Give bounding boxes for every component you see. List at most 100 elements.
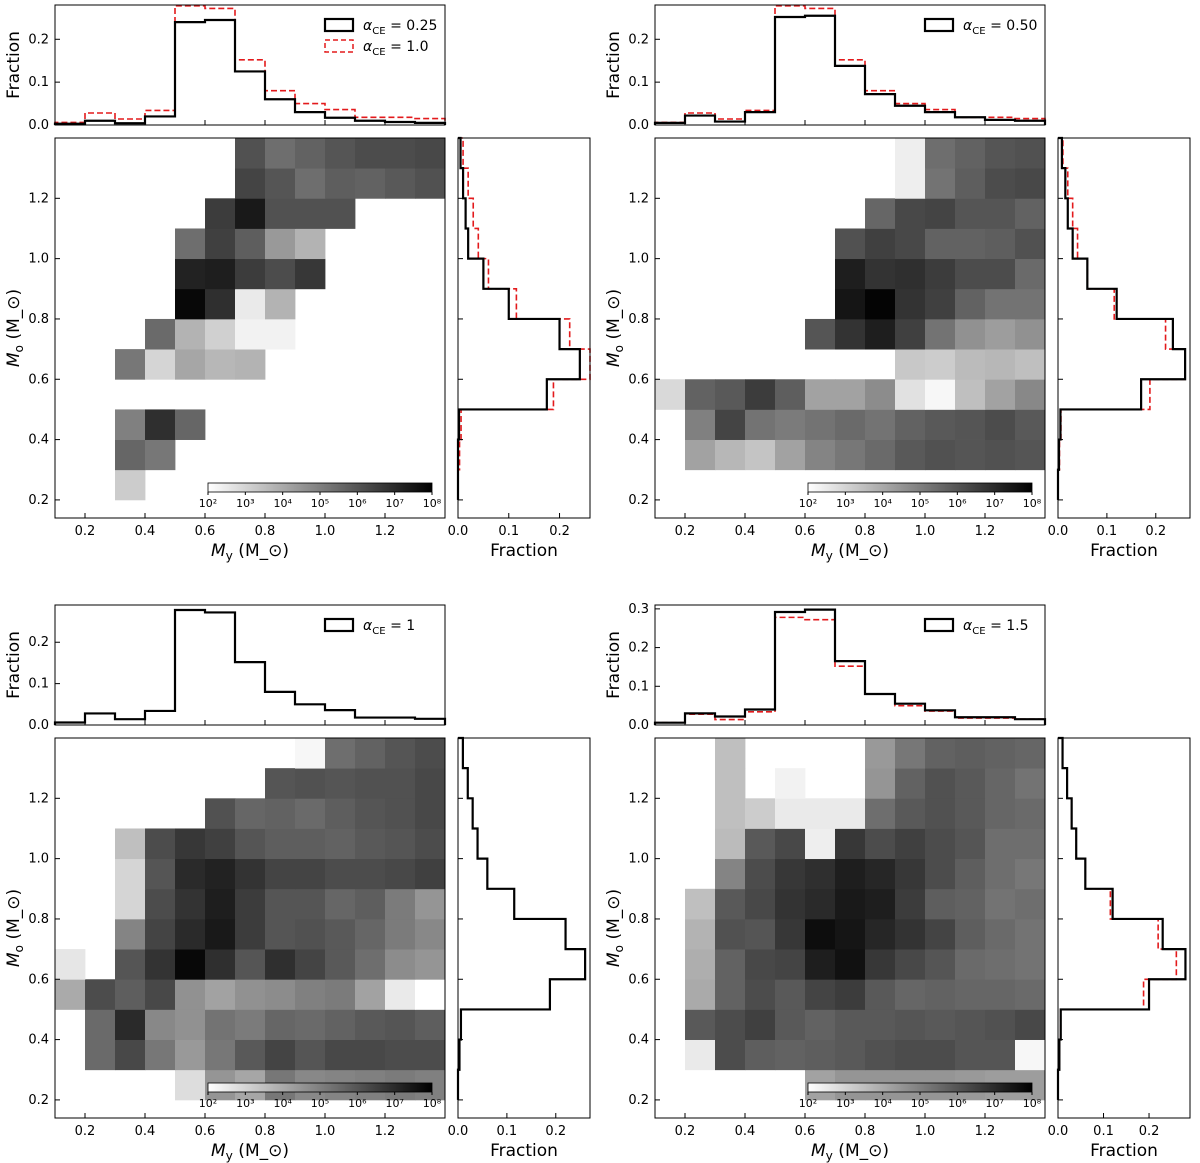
panel-top-left: 0.2 0.4 0.6 0.8 1.0 1.2 0.2 0.4 0.6 0.8 1.0 1.2 My (…	[4, 4, 591, 563]
heatmap-cell	[865, 1009, 896, 1040]
heatmap-cell	[895, 318, 926, 350]
heatmap-cell	[745, 918, 776, 950]
heatmap-cell	[1015, 1039, 1046, 1071]
heatmap-main: 0.2 0.4 0.6 0.8 1.0 1.2 0.2 0.4 0.6 0.8 1.0 1.2 My (…	[604, 737, 1046, 1163]
heatmap-cell	[235, 168, 266, 199]
heatmap-cell	[385, 888, 416, 920]
y-tick-label: 0.2	[628, 1093, 649, 1108]
heatmap-cell	[175, 1069, 206, 1101]
legend-label: αCE = 0.25	[363, 18, 437, 37]
heatmap-cell	[985, 1009, 1016, 1040]
heatmap-cell	[835, 409, 866, 440]
hist-top-y-tick-label: 0.2	[628, 32, 649, 47]
heatmap-cell	[835, 979, 866, 1010]
heatmap-cell	[1015, 228, 1046, 260]
heatmap-cell	[745, 1039, 776, 1071]
heatmap-cell	[295, 828, 326, 860]
heatmap-cell	[715, 979, 746, 1010]
heatmap-cell	[265, 138, 296, 169]
heatmap-cell	[385, 949, 416, 980]
heatmap-cell	[325, 828, 356, 860]
heatmap-cell	[115, 888, 146, 920]
hist-right-x-label: Fraction	[1090, 541, 1158, 561]
heatmap-cell	[145, 858, 176, 890]
heatmap-cell	[925, 918, 956, 950]
heatmap-cell	[805, 888, 836, 920]
heatmap-cell	[115, 949, 146, 980]
heatmap-cell	[265, 798, 296, 829]
heatmap-cell	[205, 318, 236, 350]
heatmap-cell	[865, 228, 896, 260]
heatmap-cell	[1015, 828, 1046, 860]
x-axis-label: My (M_⊙)	[211, 541, 289, 563]
y-tick-label: 0.8	[628, 912, 649, 927]
hist-right-x-tick-label: 0.0	[1048, 1124, 1069, 1139]
heatmap-cell	[895, 228, 926, 260]
heatmap-cell	[925, 888, 956, 920]
heatmap-cell	[355, 1009, 386, 1040]
heatmap-cell	[295, 198, 326, 229]
heatmap-cell	[925, 768, 956, 799]
colorbar-tick-label: 10⁶	[948, 1097, 967, 1110]
heatmap-cell	[895, 439, 926, 471]
colorbar-tick-label: 10³	[236, 1097, 254, 1110]
heatmap-cell	[805, 858, 836, 890]
histogram-right: 0.0 0.1 0.2 Fraction	[1048, 736, 1191, 1161]
heatmap-cell	[415, 949, 446, 980]
heatmap-cell	[1015, 168, 1046, 199]
heatmap-cell	[925, 1039, 956, 1071]
heatmap-cell	[715, 1009, 746, 1040]
heatmap-cell	[295, 738, 326, 769]
heatmap-cell	[985, 168, 1016, 199]
heatmap-cell	[1015, 318, 1046, 350]
hist-right-x-label: Fraction	[1090, 1141, 1158, 1161]
colorbar-tick-label: 10⁴	[873, 1097, 892, 1110]
heatmap-cell	[1015, 738, 1046, 769]
panel-bottom-left: 0.2 0.4 0.6 0.8 1.0 1.2 0.2 0.4 0.6 0.8 1.0 1.2 My (…	[4, 604, 591, 1163]
heatmap-cell	[175, 228, 206, 260]
histogram-top-series-0	[653, 608, 1047, 725]
colorbar-tick-label: 10²	[199, 497, 217, 510]
colorbar-tick-label: 10³	[836, 1097, 854, 1110]
hist-top-y-label: Fraction	[4, 631, 24, 699]
heatmap-cell	[835, 318, 866, 350]
heatmap-cell	[685, 888, 716, 920]
hist-top-y-tick-label: 0.1	[628, 75, 649, 90]
heatmap-cell	[895, 798, 926, 829]
legend-label: αCE = 1.5	[963, 618, 1029, 637]
heatmap-cell	[715, 888, 746, 920]
x-tick-label: 0.4	[735, 1124, 756, 1139]
heatmap-cell	[265, 858, 296, 890]
heatmap-cell	[865, 288, 896, 320]
heatmap-cell	[805, 1009, 836, 1040]
heatmap-cell	[685, 949, 716, 980]
x-tick-label: 0.2	[675, 524, 696, 539]
heatmap-cell	[175, 318, 206, 350]
y-tick-label: 0.4	[28, 1033, 49, 1048]
heatmap-cell	[925, 409, 956, 440]
heatmap-cell	[145, 918, 176, 950]
heatmap-cell	[835, 798, 866, 829]
colorbar-tick-label: 10⁶	[948, 497, 967, 510]
colorbar-tick-label: 10⁸	[1023, 497, 1042, 510]
heatmap-cell	[745, 858, 776, 890]
heatmap-cell	[865, 918, 896, 950]
heatmap-cell	[805, 318, 836, 350]
heatmap-cell	[925, 949, 956, 980]
histogram-right-series-0	[456, 136, 581, 500]
legend: αCE = 1	[323, 617, 415, 637]
x-tick-label: 0.6	[795, 524, 816, 539]
heatmap-cell	[955, 409, 986, 440]
heatmap-cell	[1015, 979, 1046, 1010]
heatmap-cell	[865, 258, 896, 290]
heatmap-cell	[355, 738, 386, 769]
heatmap-frame	[54, 737, 446, 1119]
heatmap-cell	[685, 1039, 716, 1071]
heatmap-cell	[205, 979, 236, 1010]
heatmap-cell	[205, 828, 236, 860]
heatmap-cell	[805, 918, 836, 950]
heatmap-cell	[355, 798, 386, 829]
heatmap-cell	[265, 888, 296, 920]
heatmap-cell	[265, 828, 296, 860]
